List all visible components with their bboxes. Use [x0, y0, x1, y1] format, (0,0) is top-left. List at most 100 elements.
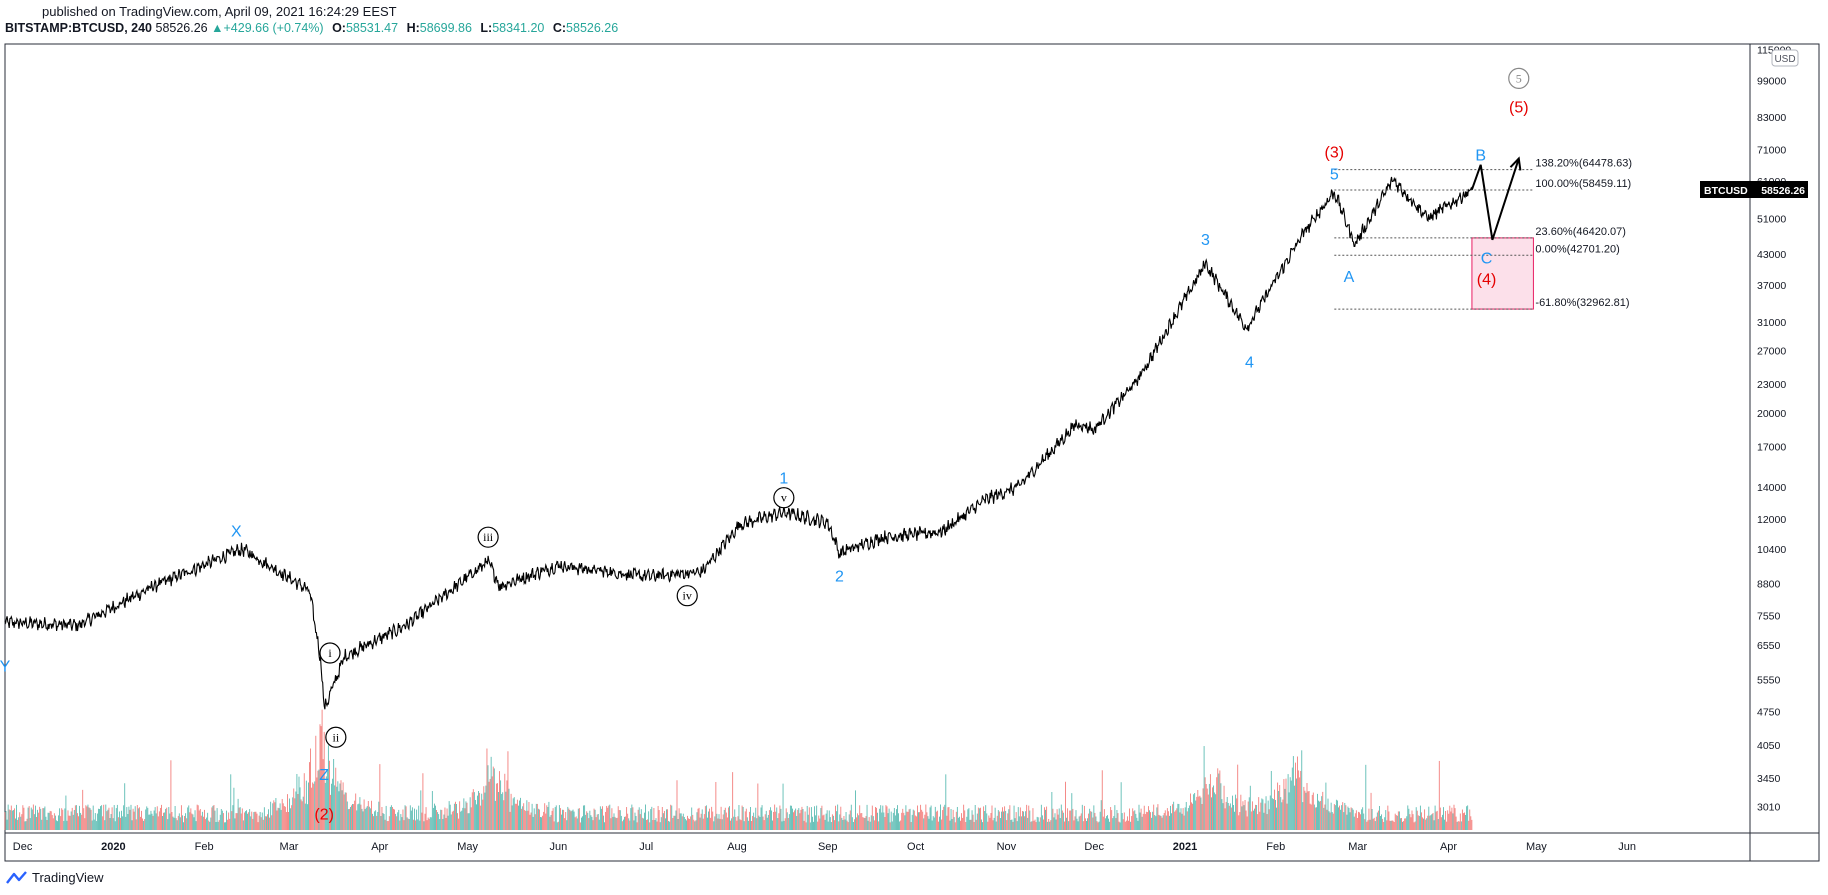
price-tick-label: 71000 — [1757, 145, 1786, 157]
symbol-label[interactable]: BITSTAMP:BTCUSD, 240 — [5, 21, 153, 35]
price-change: ▲+429.66 (+0.74%) — [211, 21, 324, 35]
close-value: 58526.26 — [566, 21, 619, 35]
fib-level-label: 23.60%(46420.07) — [1535, 226, 1626, 238]
publish-info: published on TradingView.com, April 09, … — [42, 4, 397, 19]
tradingview-logo-icon — [6, 870, 27, 884]
price-tick-label: 10400 — [1757, 544, 1786, 556]
price-tick-label: 14000 — [1757, 482, 1786, 494]
time-tick-label: Aug — [727, 841, 747, 853]
time-tick-label: 2021 — [1173, 841, 1197, 853]
last-price-tag-symbol: BTCUSD — [1704, 185, 1748, 197]
price-tick-label: 23000 — [1757, 379, 1786, 391]
wave-label-text: Y — [0, 659, 11, 676]
price-tick-label: 99000 — [1757, 75, 1786, 87]
open-value: 58531.47 — [345, 21, 399, 35]
wave-label-circle — [325, 726, 347, 748]
wave-label-text: Z — [319, 767, 329, 784]
time-tick-label: Oct — [907, 841, 924, 853]
time-tick-label: Jun — [550, 841, 568, 853]
high-label: H: — [406, 21, 420, 35]
wave-label-text: i — [328, 646, 332, 660]
time-tick-label: Jul — [639, 841, 653, 853]
time-axis[interactable]: Dec 2020 Feb Mar Apr May Jun Jul Aug Sep Oct Nov Dec… — [13, 841, 1636, 853]
close-label: C: — [552, 21, 567, 35]
price-tick-label: 7550 — [1757, 610, 1781, 622]
symbol-info-bar: BITSTAMP:BTCUSD, 240 58526.26 ▲+429.66 (… — [5, 21, 618, 35]
time-tick-label: Feb — [195, 841, 214, 853]
last-price: 58526.26 — [155, 21, 208, 35]
fib-level-label: -61.80%(32962.81) — [1535, 297, 1629, 309]
time-tick-label: 2020 — [101, 841, 125, 853]
wave-label-text: 4 — [1245, 354, 1254, 371]
time-tick-label: Mar — [280, 841, 299, 853]
brand-name: TradingView — [32, 870, 104, 885]
wave-label-circle — [1508, 67, 1530, 90]
last-price-tag-value: 58526.26 — [1761, 185, 1805, 197]
wave-label-text: iv — [683, 589, 692, 603]
wave-label-circle — [773, 487, 795, 509]
wave-label-text: B — [1475, 148, 1486, 165]
price-tick-label: 12000 — [1757, 514, 1786, 526]
time-tick-label: Feb — [1266, 841, 1285, 853]
price-series — [4, 156, 1522, 710]
currency-label: USD — [1774, 54, 1795, 65]
chart-frame — [4, 43, 1820, 862]
price-tick-label: 31000 — [1757, 317, 1786, 329]
fib-levels: 138.20%(64478.63) 100.00%(58459.11) 23.60%… — [1334, 158, 1632, 310]
wave-label-text: 2 — [835, 569, 844, 586]
price-tick-label: 4050 — [1757, 740, 1781, 752]
price-tick-label: 51000 — [1757, 213, 1786, 225]
projection-path — [1470, 158, 1520, 241]
fib-level-label: 138.20%(64478.63) — [1535, 158, 1632, 170]
wave-label-text: iii — [483, 530, 494, 544]
price-tick-label: 17000 — [1757, 442, 1786, 454]
low-label: L: — [480, 21, 493, 35]
price-tick-label: 20000 — [1757, 408, 1786, 420]
time-tick-label: Sep — [818, 841, 838, 853]
price-tick-label: 37000 — [1757, 280, 1786, 292]
price-tick-label: 3010 — [1757, 802, 1781, 814]
open-label: O: — [332, 21, 346, 35]
target-zone-box — [1471, 237, 1534, 310]
price-tick-label: 3450 — [1757, 773, 1781, 785]
fib-level-label: 100.00%(58459.11) — [1535, 178, 1631, 190]
wave-label-circle — [477, 526, 499, 548]
wave-label-text: 5 — [1516, 71, 1522, 85]
time-tick-label: May — [1526, 841, 1547, 853]
price-tick-label: 4750 — [1757, 707, 1781, 719]
tradingview-logo[interactable]: TradingView — [6, 870, 104, 885]
price-line — [4, 176, 1473, 710]
price-tick-label: 83000 — [1757, 112, 1786, 124]
fib-level-label: 0.00%(42701.20) — [1535, 243, 1619, 255]
price-tick-label: 6550 — [1757, 640, 1781, 652]
price-tick-label: 8800 — [1757, 579, 1781, 591]
wave-label-text: (4) — [1477, 272, 1497, 289]
volume-histogram — [4, 709, 1473, 830]
price-axis[interactable]: 1150009900083000710006100051000430003700… — [1757, 44, 1791, 813]
time-tick-label: Mar — [1348, 841, 1367, 853]
time-tick-label: Apr — [1440, 841, 1457, 853]
wave-label-circle — [319, 642, 341, 664]
wave-label-text: 1 — [779, 470, 788, 487]
time-tick-label: Dec — [13, 841, 33, 853]
wave-label-text: ii — [333, 730, 340, 744]
wave-label-text: 5 — [1330, 166, 1339, 183]
wave-label-text: (3) — [1325, 145, 1345, 162]
currency-badge: USD — [1771, 49, 1799, 67]
time-tick-label: Jun — [1618, 841, 1636, 853]
last-price-tag: BTCUSD 58526.26 — [1700, 181, 1808, 198]
price-tick-label: 5550 — [1757, 674, 1781, 686]
time-tick-label: Apr — [371, 841, 388, 853]
wave-label-text: X — [231, 524, 242, 541]
time-tick-label: Nov — [997, 841, 1017, 853]
wave-label-text: A — [1344, 269, 1355, 286]
wave-label-text: C — [1481, 251, 1493, 268]
wave-label-text: (5) — [1509, 99, 1529, 116]
projection-arrowhead — [1509, 156, 1522, 171]
high-value: 58699.86 — [419, 21, 472, 35]
time-tick-label: May — [457, 841, 478, 853]
time-tick-label: Dec — [1084, 841, 1104, 853]
price-tick-label: 27000 — [1757, 346, 1786, 358]
